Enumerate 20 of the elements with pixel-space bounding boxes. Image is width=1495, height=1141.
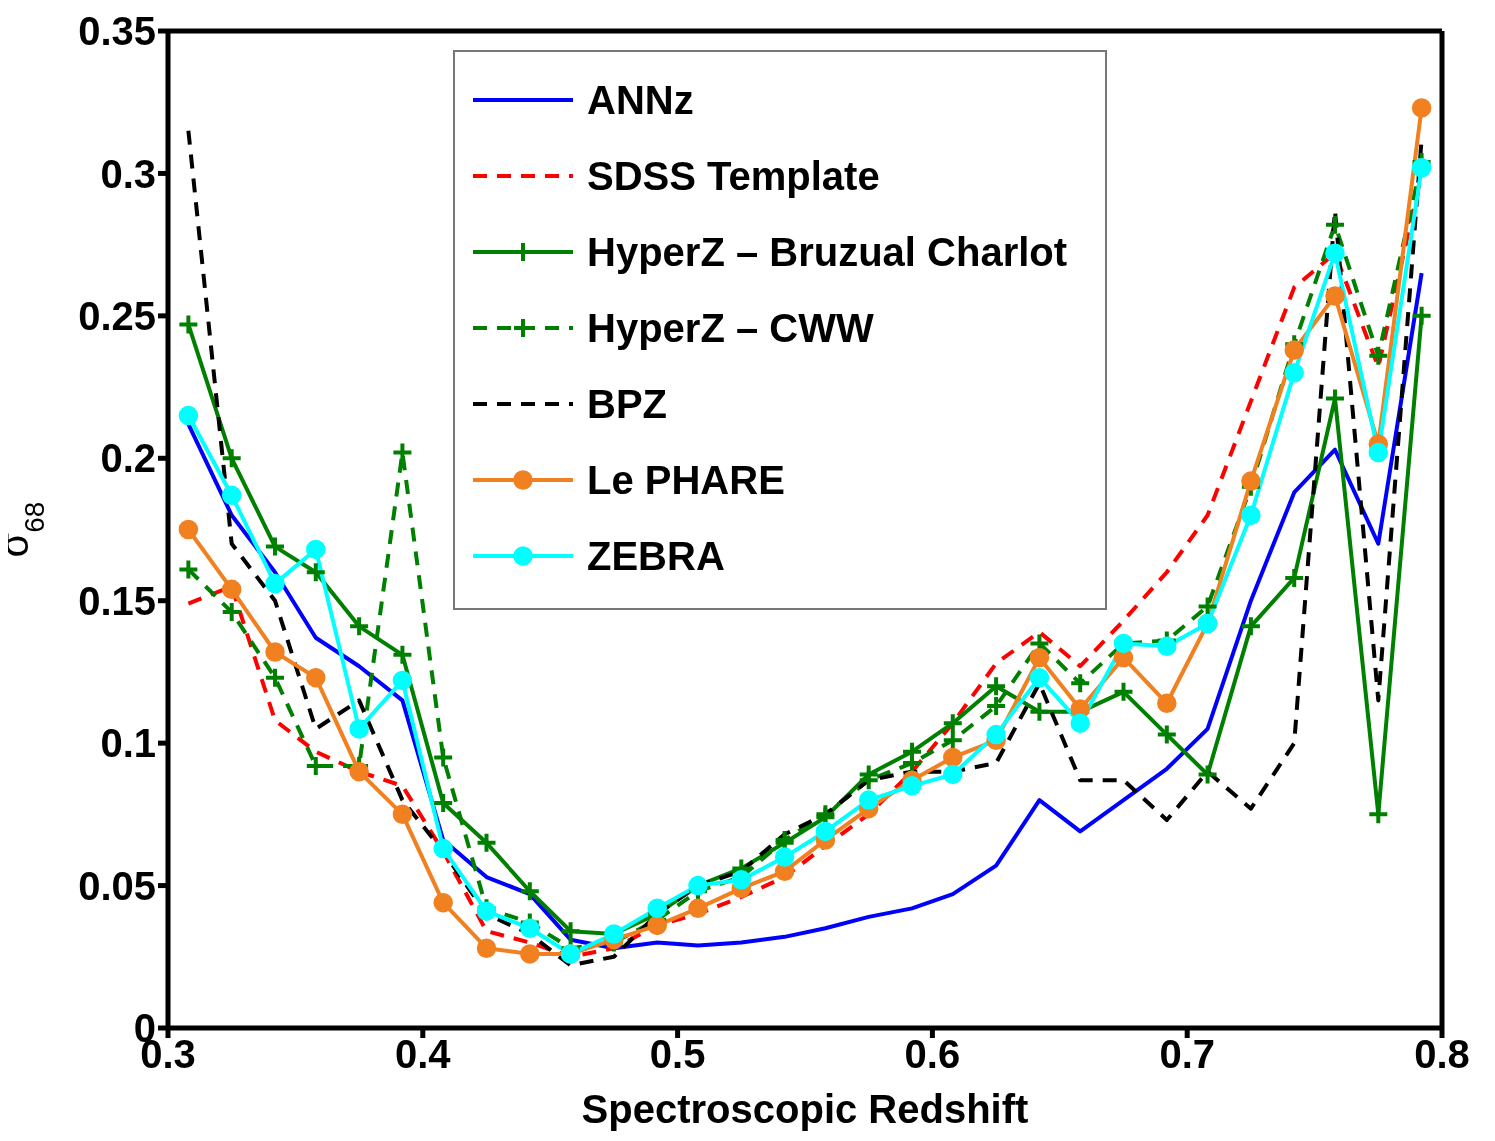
y-tick-label: 0.1	[100, 721, 156, 766]
y-tick-label: 0.15	[78, 578, 156, 623]
legend-label: ANNz	[587, 77, 694, 123]
y-tick-label: 0.05	[78, 863, 156, 908]
legend-label: Le PHARE	[587, 457, 785, 503]
legend-label: SDSS Template	[587, 153, 880, 199]
y-tick-label: 0.2	[100, 436, 156, 481]
x-tick-label: 0.8	[1414, 1032, 1470, 1077]
x-tick-label: 0.7	[1159, 1032, 1215, 1077]
y-tick-label: 0.35	[78, 9, 156, 54]
x-tick-label: 0.5	[649, 1032, 706, 1077]
legend-label: HyperZ – Bruzual Charlot	[587, 229, 1068, 275]
y-tick-label: 0.3	[100, 151, 156, 196]
x-tick-label: 0.4	[395, 1032, 452, 1077]
legend-label: BPZ	[587, 381, 667, 427]
y-tick-label: 0.25	[78, 294, 156, 339]
legend-label: ZEBRA	[587, 533, 725, 579]
legend-label: HyperZ – CWW	[587, 305, 874, 351]
x-tick-label: 0.6	[904, 1032, 961, 1077]
x-axis-title: Spectroscopic Redshift	[581, 1087, 1029, 1131]
